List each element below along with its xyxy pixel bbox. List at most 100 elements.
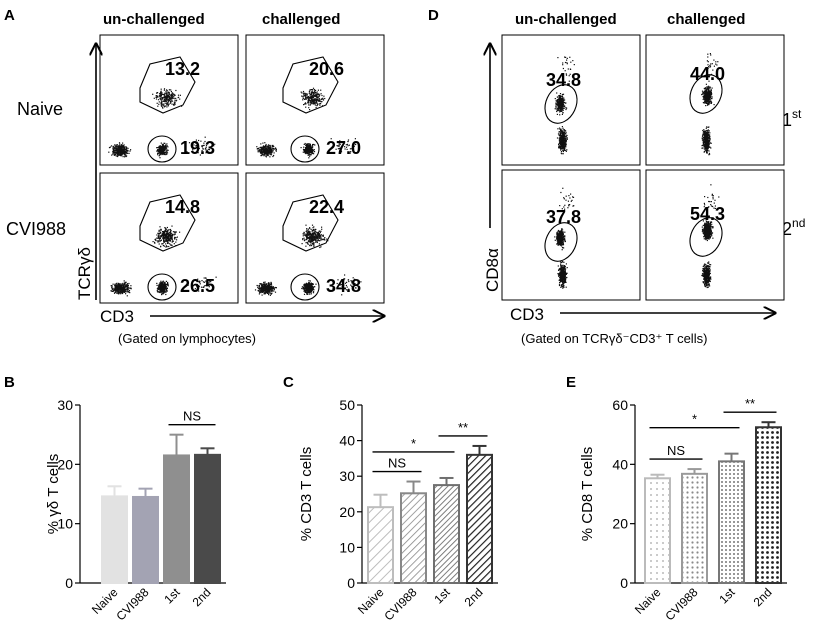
row-label: Naive — [17, 99, 63, 119]
cd3-gate — [147, 273, 177, 301]
gating-note: (Gated on lymphocytes) — [118, 331, 256, 346]
column-header: un-challenged — [103, 11, 205, 28]
y-tick-label: 40 — [339, 433, 355, 449]
x-axis-label: CD3 — [100, 307, 134, 326]
row-label: CVI988 — [6, 219, 66, 239]
gate-percentage: 44.0 — [690, 64, 725, 84]
y-tick-label: 20 — [57, 456, 73, 472]
panel-letter: D — [428, 7, 439, 24]
tcrgd-gate — [139, 194, 196, 252]
y-axis-label: % CD8 T cells — [579, 447, 596, 541]
x-tick-label: 2nd — [751, 585, 775, 609]
panel-letter: E — [566, 374, 576, 391]
gate-percentage: 19.3 — [180, 138, 215, 158]
gate-percentage: 20.6 — [309, 59, 344, 79]
significance-label: ** — [745, 396, 755, 411]
gate-percentage: 22.4 — [309, 197, 344, 217]
row-label: 1st — [782, 107, 802, 130]
y-axis-label: TCRγδ — [75, 247, 94, 300]
y-tick-label: 0 — [620, 575, 628, 591]
x-tick-label: 1st — [161, 585, 183, 607]
flow-plot-frame — [645, 34, 785, 166]
panel-letter: A — [4, 7, 15, 24]
x-tick-label: 2nd — [190, 585, 214, 609]
flow-dots — [554, 53, 720, 289]
y-tick-label: 0 — [65, 575, 73, 591]
panel-letter: B — [4, 374, 15, 391]
column-header: challenged — [667, 11, 745, 28]
gate-percentage: 54.3 — [690, 204, 725, 224]
row-label: 2nd — [782, 216, 805, 239]
significance-label: * — [692, 412, 697, 427]
x-tick-label: CVI988 — [662, 585, 700, 623]
y-axis-label: % γδ T cells — [45, 454, 62, 535]
significance-label: * — [411, 436, 416, 451]
panel-d: D un-challenged challenged 1st 2nd 34.8 … — [428, 7, 805, 346]
y-tick-label: 30 — [57, 397, 73, 413]
gate-percentage: 26.5 — [180, 276, 215, 296]
gate-percentage: 27.0 — [326, 138, 361, 158]
bar — [163, 454, 190, 584]
significance-label: NS — [667, 443, 685, 458]
y-tick-label: 40 — [612, 456, 628, 472]
x-tick-label: CVI988 — [113, 585, 151, 623]
tcrgd-gate — [282, 194, 339, 252]
y-axis-label: % CD3 T cells — [298, 447, 315, 541]
x-tick-label: 1st — [431, 585, 453, 607]
tcrgd-gate — [139, 56, 196, 114]
bar — [644, 477, 671, 585]
significance-label: NS — [388, 456, 406, 471]
cd3-gate — [290, 135, 320, 163]
bar — [400, 492, 427, 584]
y-tick-label: 10 — [339, 539, 355, 555]
panel-letter: C — [283, 374, 294, 391]
panel-a: A un-challenged challenged Naive CVI988 … — [4, 7, 384, 346]
cd8-gate — [689, 74, 723, 114]
x-tick-label: Naive — [632, 585, 664, 617]
y-tick-label: 30 — [339, 468, 355, 484]
gating-note: (Gated on TCRγδ⁻CD3⁺ T cells) — [521, 331, 707, 346]
x-axis-label: CD3 — [510, 305, 544, 324]
flow-plot-frame — [501, 34, 641, 166]
y-tick-label: 10 — [57, 516, 73, 532]
significance-label: ** — [458, 420, 468, 435]
y-tick-label: 20 — [612, 516, 628, 532]
bar — [433, 484, 460, 585]
column-header: challenged — [262, 11, 340, 28]
cd3-gate — [147, 135, 177, 163]
y-tick-label: 60 — [612, 397, 628, 413]
x-tick-label: 2nd — [462, 585, 486, 609]
y-tick-label: 0 — [347, 575, 355, 591]
cd3-gate — [290, 273, 320, 301]
bar — [132, 495, 159, 585]
column-header: un-challenged — [515, 11, 617, 28]
cd8-gate — [544, 84, 578, 124]
gate-percentage: 37.8 — [546, 207, 581, 227]
gate-percentage: 34.8 — [546, 70, 581, 90]
gate-percentage: 13.2 — [165, 59, 200, 79]
gate-percentage: 34.8 — [326, 276, 361, 296]
x-tick-label: CVI988 — [381, 585, 419, 623]
flow-plot-frame — [501, 169, 641, 301]
flow-dots — [108, 87, 362, 297]
bar — [755, 426, 782, 584]
bar — [466, 453, 493, 584]
bar — [194, 453, 221, 584]
bar — [718, 460, 745, 584]
cd8-gate — [544, 222, 578, 262]
tcrgd-gate — [282, 56, 339, 114]
flow-plot-frame — [645, 169, 785, 301]
gate-percentage: 14.8 — [165, 197, 200, 217]
cd8-gate — [689, 217, 723, 257]
bar — [367, 506, 394, 584]
x-tick-label: 1st — [716, 585, 738, 607]
significance-label: NS — [183, 409, 201, 424]
bar — [101, 495, 128, 584]
bar — [681, 472, 708, 584]
y-tick-label: 20 — [339, 504, 355, 520]
y-tick-label: 50 — [339, 397, 355, 413]
